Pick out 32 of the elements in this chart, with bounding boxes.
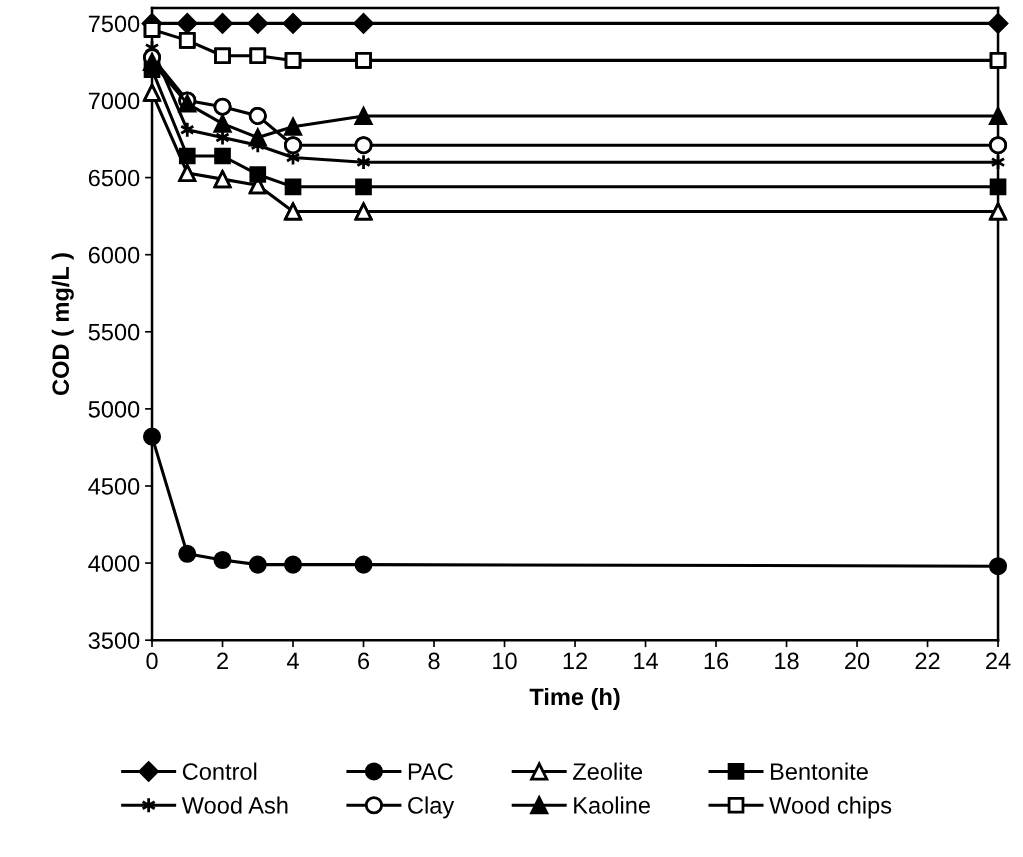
legend-label: Kaoline: [574, 796, 650, 814]
x-tick-label: 2: [217, 652, 228, 670]
legend-label: Clay: [408, 796, 455, 819]
x-tick-label: 6: [358, 652, 370, 670]
legend-label: Bentonite: [771, 762, 868, 780]
x-tick-label: 14: [634, 652, 658, 670]
x-tick-label: 10: [493, 652, 517, 670]
y-tick-label: 3500: [88, 632, 140, 649]
legend-label: PAC: [408, 763, 453, 780]
y-tick-label: 4000: [88, 555, 140, 572]
x-axis-title: Time (h): [529, 687, 620, 710]
legend-label: Wood chips: [769, 796, 892, 819]
x-tick-label: 0: [146, 652, 158, 670]
y-axis-title: COD ( mg/L ): [51, 253, 74, 396]
y-tick-label: 7500: [88, 15, 140, 33]
legend-label: Control: [182, 762, 257, 780]
y-tick-label: 6500: [88, 169, 140, 187]
x-tick-label: 4: [287, 652, 299, 670]
y-tick-label: 5500: [88, 323, 140, 341]
legend-label: Wood Ash: [181, 796, 288, 814]
x-tick-label: 22: [915, 652, 940, 670]
x-tick-label: 24: [986, 652, 1011, 670]
legend-label: Zeolite: [573, 762, 643, 780]
x-tick-label: 16: [704, 652, 729, 670]
x-tick-label: 18: [775, 652, 799, 670]
y-tick-label: 6000: [88, 246, 140, 264]
y-tick-label: 4500: [88, 478, 140, 495]
x-tick-label: 20: [845, 652, 870, 670]
y-tick-label: 5000: [88, 400, 140, 418]
y-tick-label: 7000: [88, 92, 140, 110]
x-tick-label: 8: [428, 652, 440, 670]
x-tick-label: 12: [563, 652, 587, 670]
